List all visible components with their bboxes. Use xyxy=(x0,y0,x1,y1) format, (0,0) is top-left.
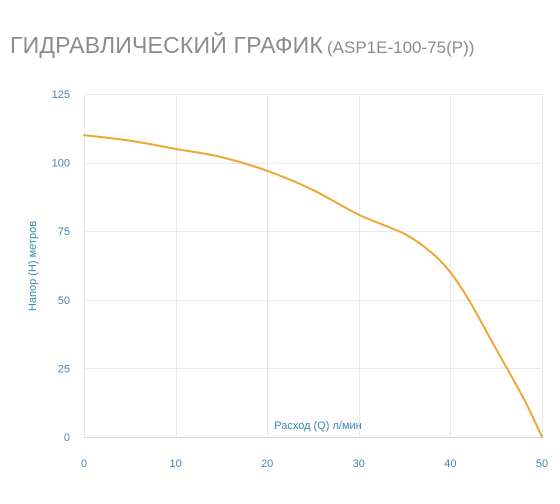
x-axis-title: Расход (Q) л/мин xyxy=(274,420,362,432)
x-tick-label-40: 40 xyxy=(444,458,456,470)
y-tick-label-50: 50 xyxy=(58,295,70,307)
x-tick-label-10: 10 xyxy=(169,458,181,470)
y-axis-title: Напор (H) метров xyxy=(27,221,39,311)
chart-title: ГИДРАВЛИЧЕСКИЙ ГРАФИК xyxy=(10,32,323,58)
x-tick-label-30: 30 xyxy=(353,458,365,470)
y-tick-label-75: 75 xyxy=(58,226,70,238)
x-tick-label-20: 20 xyxy=(261,458,273,470)
chart-model-subtitle: (ASP1E-100-75(P)) xyxy=(327,38,475,57)
series-layer xyxy=(83,134,543,438)
series-line-0 xyxy=(83,134,543,438)
x-tick-label-50: 50 xyxy=(536,458,548,470)
y-tick-label-25: 25 xyxy=(58,363,70,375)
y-tick-label-100: 100 xyxy=(52,158,70,170)
y-tick-label-0: 0 xyxy=(64,432,70,444)
y-tick-label-125: 125 xyxy=(52,89,70,101)
chart-header: ГИДРАВЛИЧЕСКИЙ ГРАФИК (ASP1E-100-75(P)) xyxy=(10,34,474,57)
x-tick-label-0: 0 xyxy=(81,458,87,470)
tick-layer: 0 25 50 75 100 125 0 10 20 30 40 50 xyxy=(52,89,548,470)
grid-layer xyxy=(84,94,543,437)
